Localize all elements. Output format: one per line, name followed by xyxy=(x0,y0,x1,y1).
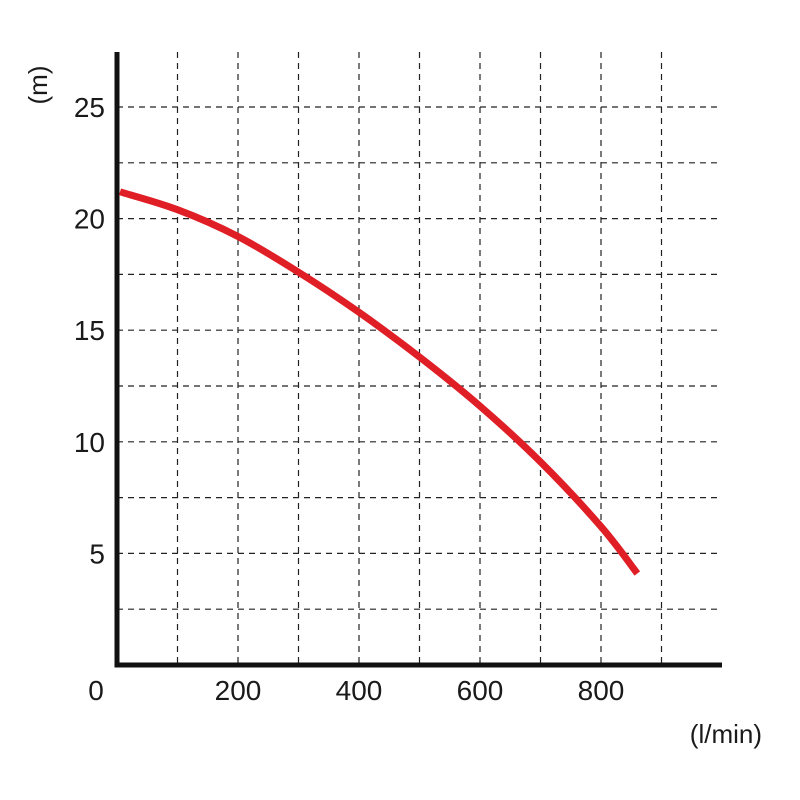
y-tick-label: 15 xyxy=(74,315,105,346)
y-tick-labels: 5 10 15 20 25 xyxy=(74,92,105,569)
x-tick-labels: 0 200 400 600 800 xyxy=(88,675,624,706)
axes xyxy=(114,52,722,668)
x-tick-label: 400 xyxy=(336,675,383,706)
series-line-head-flow xyxy=(118,188,641,576)
y-tick-label: 10 xyxy=(74,427,105,458)
y-axis-label: (m) xyxy=(23,66,53,105)
series-group xyxy=(118,188,641,576)
x-tick-label: 0 xyxy=(88,675,104,706)
grid xyxy=(117,52,722,665)
y-tick-label: 25 xyxy=(74,92,105,123)
x-tick-label: 600 xyxy=(457,675,504,706)
x-axis-label: (l/min) xyxy=(690,719,762,749)
x-tick-label: 800 xyxy=(578,675,625,706)
y-tick-label: 5 xyxy=(89,538,105,569)
axis-lines xyxy=(114,52,722,668)
x-tick-label: 200 xyxy=(215,675,262,706)
y-tick-label: 20 xyxy=(74,204,105,235)
